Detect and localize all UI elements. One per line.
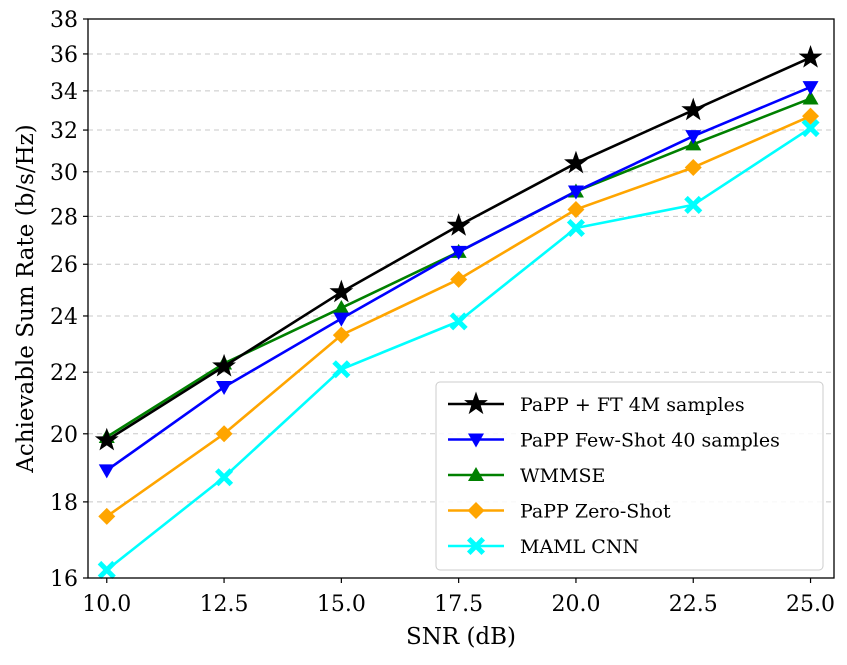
data-point-papp-ft-4m-samples-5 — [681, 97, 706, 121]
data-point-papp-few-shot-40-samples-6 — [802, 81, 819, 96]
data-point-papp-few-shot-40-samples-2 — [333, 312, 350, 327]
series-papp-few-shot-40-samples — [98, 81, 819, 479]
data-point-papp-zero-shot-5 — [684, 158, 702, 176]
legend-marker-wmmse — [468, 467, 484, 481]
y-tick-label-6: 28 — [50, 205, 78, 230]
data-point-papp-ft-4m-samples-6 — [798, 45, 823, 68]
legend-entry-maml-cnn: MAML CNN — [448, 536, 639, 558]
data-point-papp-zero-shot-4 — [567, 200, 585, 218]
series-layer — [94, 45, 823, 580]
data-point-wmmse-6 — [802, 90, 819, 105]
legend-entry-papp-zero-shot: PaPP Zero-Shot — [448, 501, 671, 523]
y-tick-label-8: 32 — [50, 119, 78, 144]
y-tick-label-7: 30 — [50, 161, 78, 186]
x-tick-label-0: 10.0 — [82, 592, 131, 617]
legend-label-papp-few-shot-40-samples: PaPP Few-Shot 40 samples — [520, 430, 780, 452]
data-point-papp-zero-shot-3 — [450, 270, 468, 288]
legend-marker-papp-ft-4m-samples — [464, 391, 488, 415]
data-point-papp-ft-4m-samples-4 — [564, 150, 588, 174]
x-tick-label-5: 22.5 — [669, 592, 718, 617]
x-tick-label-2: 15.0 — [317, 592, 366, 617]
y-tick-label-4: 24 — [50, 305, 78, 330]
y-axis-title: Achievable Sum Rate (b/s/Hz) — [13, 124, 39, 474]
legend: PaPP + FT 4M samples PaPP Few-Shot 40 sam… — [435, 381, 824, 571]
y-tick-label-5: 26 — [50, 253, 78, 278]
y-tick-label-0: 16 — [50, 567, 78, 592]
axis-ticks: 10.0 12.5 15.0 17.5 20.0 22.5 25.0 16 18 20 22 24 26… — [50, 8, 835, 617]
series-papp-zero-shot — [98, 107, 820, 525]
data-point-maml-cnn-6 — [801, 119, 820, 138]
legend-marker-papp-zero-shot — [467, 502, 485, 519]
data-point-maml-cnn-0 — [97, 560, 116, 580]
legend-box — [435, 381, 824, 571]
data-point-wmmse-2 — [333, 299, 350, 314]
y-tick-label-11: 38 — [50, 8, 78, 33]
data-point-papp-few-shot-40-samples-5 — [685, 130, 702, 145]
legend-label-wmmse: WMMSE — [520, 465, 605, 487]
legend-marker-papp-few-shot-40-samples — [468, 433, 484, 448]
x-tick-label-4: 20.0 — [551, 592, 600, 617]
data-point-papp-zero-shot-6 — [802, 107, 820, 125]
x-tick-label-6: 25.0 — [786, 592, 835, 617]
x-tick-label-1: 12.5 — [200, 592, 249, 617]
y-tick-label-2: 20 — [50, 423, 78, 448]
legend-marker-maml-cnn — [466, 536, 486, 556]
data-point-papp-few-shot-40-samples-1 — [216, 381, 233, 396]
data-point-papp-zero-shot-2 — [332, 326, 350, 344]
series-papp-ft-4m-samples — [94, 45, 823, 451]
x-axis-title: SNR (dB) — [406, 624, 516, 650]
data-point-maml-cnn-3 — [449, 312, 468, 331]
y-tick-label-1: 18 — [50, 491, 78, 516]
data-point-papp-few-shot-40-samples-0 — [98, 464, 115, 479]
legend-label-maml-cnn: MAML CNN — [520, 536, 639, 558]
y-tick-label-3: 22 — [50, 361, 78, 386]
data-point-papp-ft-4m-samples-3 — [446, 213, 471, 236]
data-point-papp-ft-4m-samples-2 — [329, 279, 354, 303]
legend-label-papp-zero-shot: PaPP Zero-Shot — [520, 501, 671, 523]
plot-frame — [87, 18, 835, 579]
legend-entry-wmmse: WMMSE — [448, 465, 605, 487]
data-point-maml-cnn-1 — [215, 468, 234, 487]
data-point-papp-zero-shot-1 — [215, 425, 233, 443]
series-maml-cnn — [97, 119, 820, 580]
legend-entry-papp-few-shot-40-samples: PaPP Few-Shot 40 samples — [448, 430, 780, 452]
y-tick-label-9: 34 — [50, 80, 78, 105]
data-point-maml-cnn-2 — [332, 360, 351, 379]
data-point-maml-cnn-5 — [684, 195, 703, 214]
data-point-maml-cnn-4 — [566, 218, 585, 238]
legend-entry-papp-ft-4m-samples: PaPP + FT 4M samples — [448, 391, 745, 416]
legend-label-papp-ft-4m-samples: PaPP + FT 4M samples — [520, 394, 745, 416]
data-point-papp-zero-shot-0 — [98, 507, 116, 525]
y-tick-label-10: 36 — [50, 43, 78, 68]
x-tick-label-3: 17.5 — [434, 592, 483, 617]
data-point-papp-ft-4m-samples-0 — [94, 427, 119, 451]
data-point-papp-ft-4m-samples-1 — [212, 353, 236, 377]
data-point-papp-few-shot-40-samples-4 — [567, 185, 584, 200]
data-point-papp-few-shot-40-samples-3 — [450, 245, 467, 260]
